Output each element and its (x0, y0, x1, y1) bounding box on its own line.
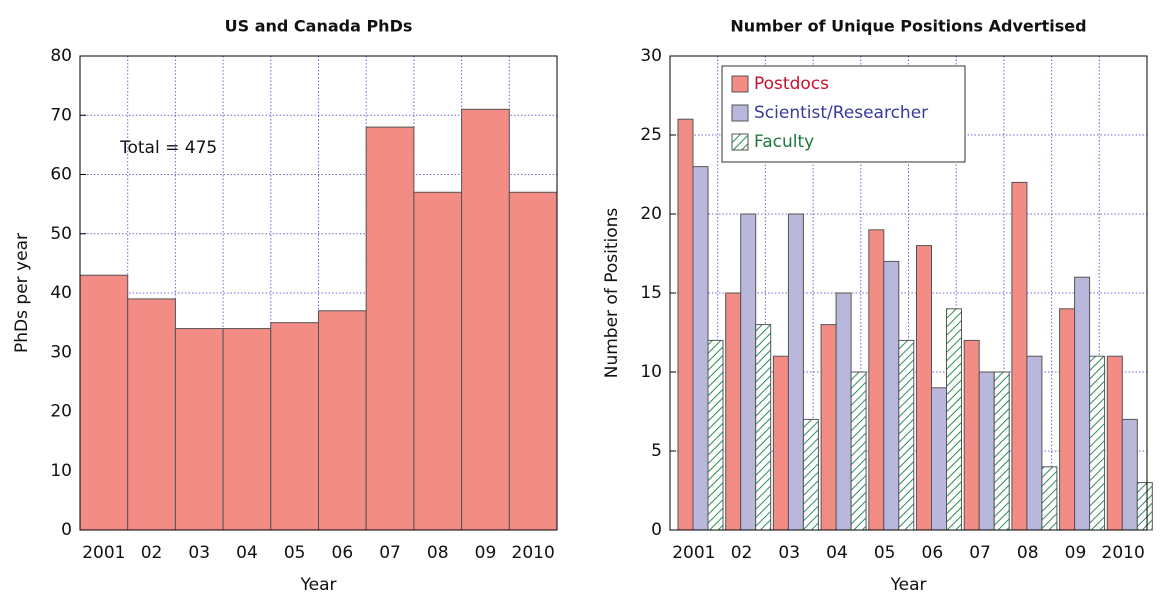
bar (898, 339, 915, 531)
y-tick-label: 20 (640, 204, 662, 224)
bar (931, 387, 947, 531)
annotation: Total = 475 (119, 138, 217, 158)
x-tick-label: 02 (141, 543, 163, 563)
bar (692, 166, 709, 531)
legend-swatch (731, 133, 749, 151)
y-tick-label: 60 (50, 165, 72, 185)
legend-label: Scientist/Researcher (754, 103, 928, 123)
bar (1106, 355, 1123, 531)
bar (850, 371, 867, 531)
bar (677, 118, 694, 531)
x-tick-label: 06 (922, 543, 944, 563)
bar (835, 292, 852, 531)
y-tick-label: 20 (50, 402, 72, 422)
bar (820, 324, 837, 531)
bar (461, 108, 510, 531)
x-tick-label: 02 (731, 543, 753, 563)
x-tick-label: 03 (188, 543, 210, 563)
y-tick-label: 80 (50, 46, 72, 66)
x-axis-title: Year (300, 575, 337, 595)
bar (79, 274, 129, 531)
x-tick-label: 05 (874, 543, 896, 563)
y-tick-label: 30 (50, 342, 72, 362)
legend-swatch (731, 75, 749, 93)
y-tick-label: 30 (640, 46, 662, 66)
legend-label: Postdocs (754, 74, 829, 94)
bar (802, 418, 819, 531)
bar (946, 308, 962, 531)
legend-box (721, 65, 966, 163)
bar (1121, 418, 1138, 531)
bar (127, 298, 176, 531)
bar (222, 328, 272, 531)
x-tick-label: 2001 (82, 543, 125, 563)
x-tick-label: 08 (1017, 543, 1039, 563)
bar (963, 339, 980, 531)
y-tick-label: 0 (61, 520, 72, 540)
x-tick-label: 03 (778, 543, 800, 563)
y-axis-title: Number of Positions (602, 208, 622, 379)
x-tick-label: 07 (379, 543, 401, 563)
bar (1136, 482, 1153, 531)
y-tick-label: 5 (651, 441, 662, 461)
y-tick-label: 10 (50, 461, 72, 481)
plot-frame (79, 55, 558, 531)
chart-title: Number of Unique Positions Advertised (730, 17, 1086, 36)
bar (318, 310, 367, 531)
bar (916, 245, 932, 531)
bar (270, 322, 319, 531)
x-tick-label: 09 (475, 543, 497, 563)
y-tick-label: 70 (50, 105, 72, 125)
bar (365, 126, 415, 531)
y-axis-title: PhDs per year (12, 233, 32, 353)
bar (755, 324, 772, 531)
y-tick-label: 25 (640, 125, 662, 145)
bar (1059, 308, 1076, 531)
x-tick-label: 04 (826, 543, 848, 563)
bar (1026, 355, 1043, 531)
bar (787, 213, 804, 531)
x-tick-label: 04 (236, 543, 258, 563)
y-tick-label: 10 (640, 362, 662, 382)
bar (740, 213, 757, 531)
x-tick-label: 2010 (512, 543, 555, 563)
x-tick-label: 05 (284, 543, 306, 563)
bar (1089, 355, 1106, 531)
x-axis-title: Year (890, 575, 927, 595)
x-tick-label: 08 (427, 543, 449, 563)
bar (413, 191, 463, 531)
bar (1011, 181, 1028, 531)
x-tick-label: 06 (332, 543, 354, 563)
bar (772, 355, 789, 531)
bar (725, 292, 742, 531)
x-tick-label: 2001 (672, 543, 715, 563)
legend-swatch (731, 104, 749, 122)
y-tick-label: 15 (640, 283, 662, 303)
bar (993, 371, 1010, 531)
bar (707, 339, 724, 531)
y-tick-label: 40 (50, 283, 72, 303)
bar (508, 191, 558, 531)
bar (978, 371, 995, 531)
legend-label: Faculty (754, 132, 814, 152)
x-tick-label: 07 (969, 543, 991, 563)
bar (868, 229, 885, 531)
chart-title: US and Canada PhDs (225, 17, 413, 36)
bar (174, 328, 224, 531)
bar (883, 260, 900, 531)
plot-frame (669, 55, 1148, 531)
bar (1074, 276, 1091, 531)
y-tick-label: 50 (50, 224, 72, 244)
x-tick-label: 09 (1065, 543, 1087, 563)
bar (1041, 466, 1058, 531)
y-tick-label: 0 (651, 520, 662, 540)
x-tick-label: 2010 (1102, 543, 1145, 563)
